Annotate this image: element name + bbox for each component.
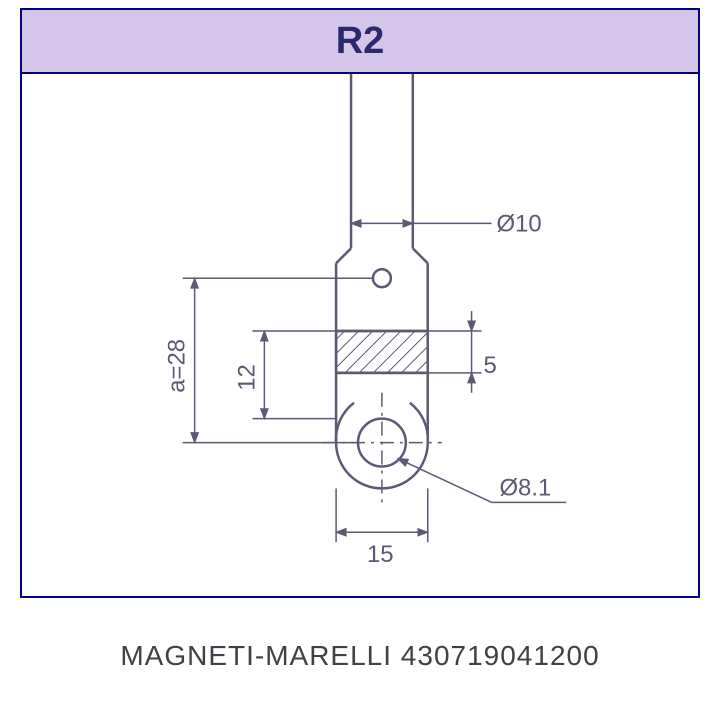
drawing-area: Ø10 Ø8.1 15 5 (22, 74, 698, 596)
header-bar: R2 (22, 10, 698, 74)
diagram-frame: R2 (20, 8, 700, 598)
caption-brand: MAGNETI-MARELLI (120, 640, 392, 671)
dim-w15: 15 (367, 541, 394, 568)
dim-shaft-dia: Ø10 (496, 210, 541, 237)
caption: MAGNETI-MARELLI 430719041200 (0, 640, 720, 672)
dim-hole-dia: Ø8.1 (499, 474, 551, 501)
caption-part: 430719041200 (401, 640, 600, 671)
dim-h12: 12 (233, 364, 260, 391)
dim-a28: a=28 (164, 339, 191, 393)
header-title: R2 (336, 20, 385, 63)
hatch-section (336, 331, 428, 373)
dim-h5: 5 (484, 352, 497, 379)
technical-drawing: Ø10 Ø8.1 15 5 (22, 74, 698, 596)
